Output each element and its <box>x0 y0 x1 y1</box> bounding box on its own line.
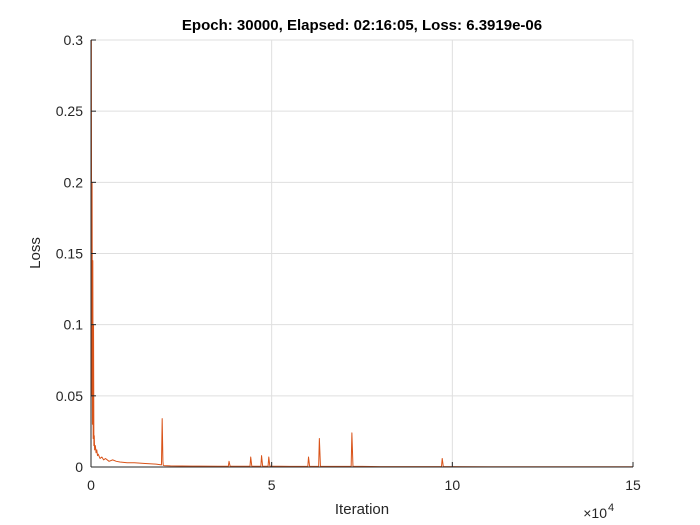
x-axis-ticks: 0 5 10 15 <box>87 462 641 493</box>
chart-title: Epoch: 30000, Elapsed: 02:16:05, Loss: 6… <box>182 17 542 34</box>
loss-series-line <box>90 39 633 468</box>
x-tick-label: 5 <box>268 477 276 493</box>
series-layer <box>90 39 633 468</box>
y-axis-ticks: 0 0.05 0.1 0.15 0.2 0.25 0.3 <box>56 32 96 475</box>
y-axis-label: Loss <box>27 237 44 269</box>
y-tick-label: 0.1 <box>64 317 84 333</box>
plot-area: 0 5 10 15 0 0.05 0.1 0.15 0.2 0.25 0.3 <box>56 32 641 493</box>
x-exponent-power: 4 <box>608 502 614 514</box>
x-exponent-base: ×10 <box>583 505 607 521</box>
y-tick-label: 0.2 <box>64 174 84 190</box>
x-axis-label: Iteration <box>335 501 389 518</box>
y-tick-label: 0.3 <box>64 32 84 48</box>
y-tick-label: 0 <box>75 459 83 475</box>
y-tick-label: 0.05 <box>56 388 83 404</box>
x-axis-exponent: ×10 4 <box>583 502 614 521</box>
x-tick-label: 0 <box>87 477 95 493</box>
y-tick-label: 0.25 <box>56 103 83 119</box>
y-tick-label: 0.15 <box>56 246 83 262</box>
x-tick-label: 15 <box>625 477 641 493</box>
x-tick-label: 10 <box>445 477 461 493</box>
